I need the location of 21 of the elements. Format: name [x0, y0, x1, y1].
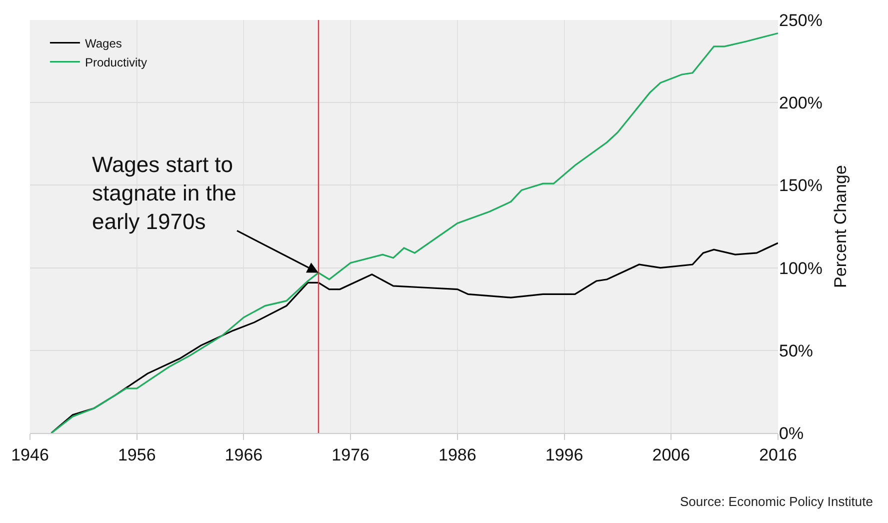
- x-tick-label: 1966: [224, 445, 263, 464]
- y-tick-label: 0%: [779, 424, 804, 443]
- legend-label: Productivity: [84, 55, 147, 70]
- y-tick-label: 150%: [779, 176, 822, 196]
- y-tick-label: 50%: [779, 341, 814, 360]
- x-tick-label: 1986: [438, 445, 476, 464]
- x-tick-label: 2016: [759, 445, 797, 464]
- line-series: [50, 242, 778, 433]
- x-tick-label: 1956: [118, 445, 156, 464]
- y-tick-label: 250%: [779, 10, 822, 30]
- x-tick-label: 1976: [332, 445, 370, 464]
- y-tick-label: 100%: [779, 258, 822, 278]
- x-tick-label: 2006: [652, 445, 690, 464]
- annotation: Wages start to stagnate in the early 1970s: [92, 152, 236, 234]
- y-axis-title: Percent Change: [830, 165, 850, 288]
- legend-label: Wages: [84, 36, 122, 50]
- x-tick-label: 1996: [545, 445, 584, 464]
- line-series: [50, 32, 778, 433]
- source-note: Source: Economic Policy Institute: [680, 494, 873, 509]
- y-tick-label: 200%: [779, 94, 822, 113]
- x-tick-label: 1946: [11, 445, 49, 464]
